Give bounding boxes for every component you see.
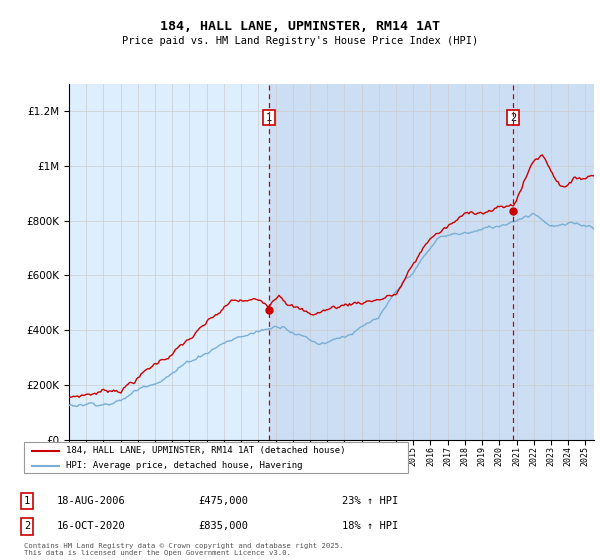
FancyBboxPatch shape — [24, 442, 408, 473]
Text: 184, HALL LANE, UPMINSTER, RM14 1AT: 184, HALL LANE, UPMINSTER, RM14 1AT — [160, 20, 440, 32]
Text: 2: 2 — [510, 113, 516, 123]
Text: HPI: Average price, detached house, Havering: HPI: Average price, detached house, Have… — [66, 461, 303, 470]
Text: 16-OCT-2020: 16-OCT-2020 — [57, 521, 126, 531]
Text: 184, HALL LANE, UPMINSTER, RM14 1AT (detached house): 184, HALL LANE, UPMINSTER, RM14 1AT (det… — [66, 446, 346, 455]
Text: Contains HM Land Registry data © Crown copyright and database right 2025.
This d: Contains HM Land Registry data © Crown c… — [24, 543, 343, 556]
Text: 18% ↑ HPI: 18% ↑ HPI — [342, 521, 398, 531]
Bar — [269, 84, 594, 440]
Text: Price paid vs. HM Land Registry's House Price Index (HPI): Price paid vs. HM Land Registry's House … — [122, 36, 478, 46]
Text: 23% ↑ HPI: 23% ↑ HPI — [342, 496, 398, 506]
Text: £475,000: £475,000 — [198, 496, 248, 506]
Text: 1: 1 — [266, 113, 272, 123]
Text: 2: 2 — [24, 521, 30, 531]
Text: 18-AUG-2006: 18-AUG-2006 — [57, 496, 126, 506]
Text: 1: 1 — [24, 496, 30, 506]
Text: £835,000: £835,000 — [198, 521, 248, 531]
